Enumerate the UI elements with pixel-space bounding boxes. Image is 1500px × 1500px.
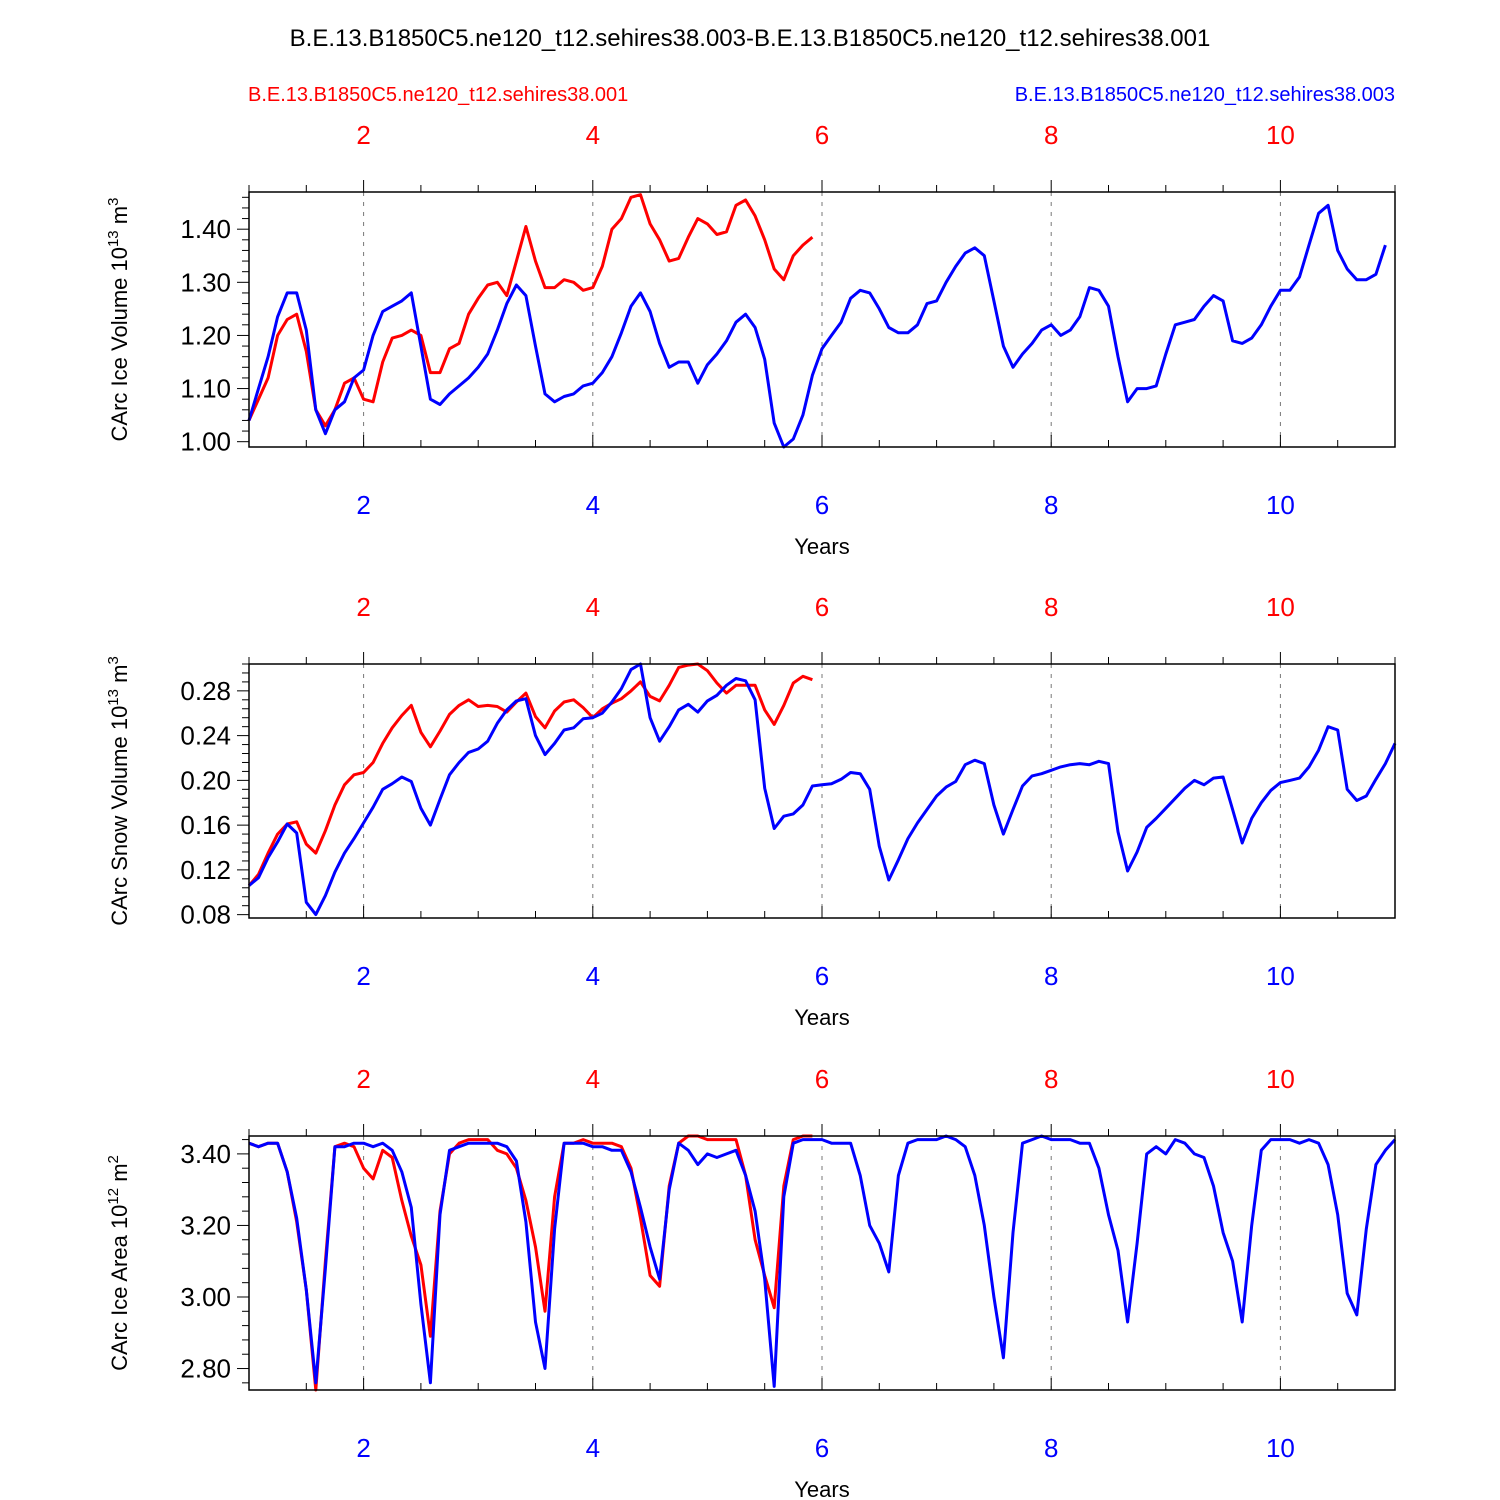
x-tick-label: 2 bbox=[356, 961, 370, 991]
y-tick-label: 0.08 bbox=[180, 900, 231, 930]
x-tick-label: 8 bbox=[1044, 1433, 1058, 1463]
y-tick-label: 0.24 bbox=[180, 721, 231, 751]
y-tick-label: 1.30 bbox=[180, 267, 231, 297]
legend-label-run-001: B.E.13.B1850C5.ne120_t12.sehires38.001 bbox=[248, 84, 628, 106]
y-tick-label: 0.20 bbox=[180, 765, 231, 795]
series-line-run-003 bbox=[248, 1134, 1397, 1388]
y-tick-label: 2.80 bbox=[180, 1354, 231, 1384]
y-tick-label: 0.16 bbox=[180, 810, 231, 840]
x-top-tick-label: 4 bbox=[586, 592, 600, 622]
chart-panels: 2 2 4 4 6 6 8 8 10 10 Years 1.00 1.10 1.20 1.30 1.40 CAr… bbox=[105, 120, 1397, 1500]
series-line-run-001 bbox=[247, 662, 813, 887]
y-axis-title: CArc Ice Area 1012 m2 bbox=[105, 1155, 132, 1371]
x-top-tick-label: 6 bbox=[815, 120, 829, 150]
x-tick-label: 2 bbox=[356, 490, 370, 520]
y-tick-label: 3.40 bbox=[180, 1139, 231, 1169]
x-top-tick-label: 10 bbox=[1266, 120, 1295, 150]
series-line-run-001 bbox=[247, 193, 814, 428]
x-tick-label: 10 bbox=[1266, 1433, 1295, 1463]
series-line-run-003 bbox=[248, 662, 1397, 917]
plot-frame bbox=[248, 191, 1396, 448]
x-tick-label: 6 bbox=[815, 961, 829, 991]
x-tick-label: 8 bbox=[1044, 490, 1058, 520]
x-tick-label: 6 bbox=[815, 1433, 829, 1463]
x-top-tick-label: 10 bbox=[1266, 1064, 1295, 1094]
x-top-tick-label: 6 bbox=[815, 592, 829, 622]
x-top-tick-label: 2 bbox=[356, 1064, 370, 1094]
y-axis-title: CArc Ice Volume 1013 m3 bbox=[105, 198, 132, 442]
x-axis-title: Years bbox=[794, 1005, 849, 1030]
y-tick-label: 0.28 bbox=[180, 676, 231, 706]
y-tick-label: 3.20 bbox=[180, 1210, 231, 1240]
x-tick-label: 4 bbox=[586, 1433, 600, 1463]
x-tick-label: 6 bbox=[815, 490, 829, 520]
x-top-tick-label: 4 bbox=[586, 1064, 600, 1094]
x-tick-label: 4 bbox=[586, 490, 600, 520]
x-top-tick-label: 8 bbox=[1044, 592, 1058, 622]
x-top-tick-label: 4 bbox=[586, 120, 600, 150]
x-top-tick-label: 8 bbox=[1044, 120, 1058, 150]
chart-panel-1: 2 2 4 4 6 6 8 8 10 10 Years 1.00 1.10 1.20 1.30 1.40 CAr… bbox=[105, 120, 1396, 559]
y-tick-label: 1.00 bbox=[180, 427, 231, 457]
plot-frame bbox=[248, 663, 1396, 919]
x-axis-title: Years bbox=[794, 534, 849, 559]
x-tick-label: 10 bbox=[1266, 490, 1295, 520]
y-tick-label: 1.20 bbox=[180, 320, 231, 350]
legend-label-run-003: B.E.13.B1850C5.ne120_t12.sehires38.003 bbox=[1015, 84, 1395, 106]
x-tick-label: 8 bbox=[1044, 961, 1058, 991]
y-axis-title: CArc Snow Volume 1013 m3 bbox=[105, 656, 132, 926]
x-top-tick-label: 8 bbox=[1044, 1064, 1058, 1094]
y-tick-label: 1.40 bbox=[180, 214, 231, 244]
y-tick-label: 3.00 bbox=[180, 1282, 231, 1312]
x-top-tick-label: 2 bbox=[356, 592, 370, 622]
figure-title: B.E.13.B1850C5.ne120_t12.sehires38.003-B… bbox=[290, 25, 1211, 52]
series-line-run-003 bbox=[247, 203, 1387, 449]
chart-panel-2: 2 2 4 4 6 6 8 8 10 10 Years 0.08 0.12 0.16 0.20 0.24 0.2… bbox=[105, 592, 1397, 1030]
x-top-tick-label: 2 bbox=[356, 120, 370, 150]
chart-panel-3: 2 2 4 4 6 6 8 8 10 10 Years 2.80 3.00 3.20 3.40 CArc Ic… bbox=[105, 1064, 1397, 1500]
y-tick-label: 1.10 bbox=[180, 374, 231, 404]
series-line-run-001 bbox=[248, 1134, 813, 1392]
x-top-tick-label: 10 bbox=[1266, 592, 1295, 622]
x-tick-label: 10 bbox=[1266, 961, 1295, 991]
x-top-tick-label: 6 bbox=[815, 1064, 829, 1094]
x-tick-label: 2 bbox=[356, 1433, 370, 1463]
x-axis-title: Years bbox=[794, 1477, 849, 1500]
x-tick-label: 4 bbox=[586, 961, 600, 991]
y-tick-label: 0.12 bbox=[180, 855, 231, 885]
